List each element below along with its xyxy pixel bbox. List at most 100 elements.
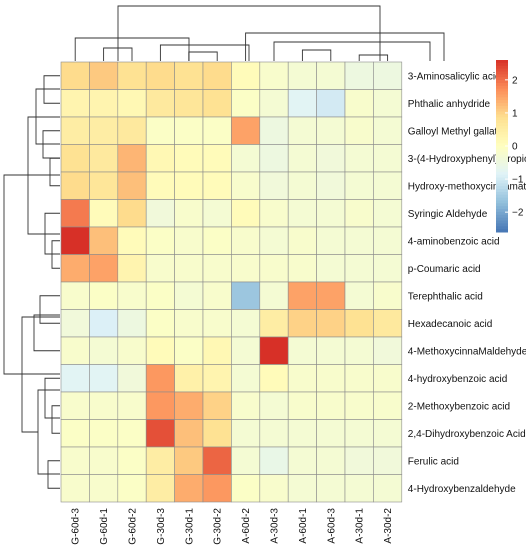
heatmap-cell	[60, 419, 90, 448]
heatmap-cell	[259, 171, 289, 200]
row-dendrogram-branch	[3, 174, 60, 375]
heatmap-cell	[373, 116, 403, 145]
heatmap-cell	[231, 309, 261, 338]
heatmap-cell	[174, 419, 204, 448]
color-legend-band	[496, 60, 508, 64]
color-legend-band	[496, 186, 508, 190]
heatmap-cell	[202, 474, 232, 503]
color-legend-band	[496, 214, 508, 219]
column-dendrogram-branch	[159, 44, 250, 61]
heatmap-cell	[145, 116, 175, 145]
row-labels: 3-Aminosalicylic acid Phthalic anhydride G…	[408, 71, 526, 495]
row-label: Galloyl Methyl gallate	[408, 126, 503, 137]
heatmap-cell	[287, 226, 317, 255]
color-legend-band	[496, 117, 508, 121]
heatmap-cell	[60, 254, 90, 283]
heatmap-cell	[344, 309, 374, 338]
heatmap-cell	[316, 226, 346, 255]
color-legend-band	[496, 100, 508, 104]
heatmap-cell	[174, 171, 204, 200]
heatmap-cell	[202, 309, 232, 338]
heatmap-cell	[259, 199, 289, 228]
heatmap-cell	[202, 254, 232, 283]
heatmap-cell	[259, 336, 289, 365]
color-legend-band	[496, 131, 508, 136]
heatmap-cell	[373, 446, 403, 475]
heatmap-cell	[117, 474, 147, 503]
column-label: A-30d-1	[355, 508, 366, 544]
heatmap-cell	[174, 116, 204, 145]
heatmap-cell	[145, 446, 175, 475]
heatmap-cell	[145, 364, 175, 393]
row-label: 2-Methoxybenzoic acid	[408, 401, 510, 412]
heatmap-cell	[145, 89, 175, 118]
color-legend-band	[496, 220, 508, 224]
heatmap-cell	[145, 281, 175, 310]
heatmap-cell	[60, 89, 90, 118]
row-dendrogram-branch	[21, 316, 60, 433]
heatmap-cell	[202, 61, 232, 90]
color-legend-band	[496, 183, 508, 187]
row-dendrogram-branch	[33, 314, 60, 352]
heatmap-cell	[316, 89, 346, 118]
heatmap-cell	[117, 419, 147, 448]
row-dendrogram	[3, 75, 60, 489]
heatmap-cell	[174, 226, 204, 255]
heatmap-cell	[174, 144, 204, 173]
color-legend-band	[496, 65, 508, 70]
heatmap-cell	[174, 391, 204, 420]
heatmap-cell	[287, 89, 317, 118]
color-legend-tick-label: 1	[512, 108, 518, 119]
heatmap-cell	[316, 281, 346, 310]
heatmap-cell	[202, 419, 232, 448]
color-legend-band	[496, 94, 508, 98]
color-legend-tick-label: 2	[512, 75, 518, 86]
heatmap-cell	[89, 171, 119, 200]
heatmap-cell	[117, 226, 147, 255]
heatmap-cell	[316, 336, 346, 365]
color-legend-band	[496, 62, 508, 67]
color-legend-band	[496, 171, 508, 176]
heatmap-cell	[231, 446, 261, 475]
heatmap-cell	[117, 391, 147, 420]
column-dendrogram-branch	[245, 32, 445, 61]
heatmap-cell	[316, 446, 346, 475]
heatmap-cell	[259, 254, 289, 283]
heatmap-cell	[202, 364, 232, 393]
row-label: 3-Aminosalicylic acid	[408, 71, 501, 82]
heatmap-cell	[231, 474, 261, 503]
heatmap-cell	[202, 199, 232, 228]
color-legend-band	[496, 209, 508, 213]
color-legend-band	[496, 125, 508, 130]
heatmap-cell	[117, 336, 147, 365]
heatmap-cell	[89, 446, 119, 475]
color-legend: 2 1 0 −1 −2	[496, 60, 524, 233]
column-dendrogram-branch	[188, 51, 218, 61]
heatmap-cell	[231, 391, 261, 420]
heatmap-cell	[145, 171, 175, 200]
heatmap-cell	[202, 89, 232, 118]
heatmap-cell	[373, 309, 403, 338]
heatmap-cell	[231, 116, 261, 145]
heatmap-cell	[259, 116, 289, 145]
heatmap-cell	[145, 474, 175, 503]
color-legend-band	[496, 148, 508, 153]
heatmap-cell	[145, 419, 175, 448]
heatmap-cell	[316, 254, 346, 283]
heatmap-cell	[60, 171, 90, 200]
heatmap-cell	[117, 89, 147, 118]
column-label: A-30d-3	[270, 508, 281, 544]
heatmap-cell	[259, 281, 289, 310]
heatmap-cell	[231, 364, 261, 393]
heatmap-cell	[287, 309, 317, 338]
color-legend-band	[496, 229, 508, 233]
heatmap-cell	[344, 474, 374, 503]
color-legend-tick-label: 0	[512, 142, 518, 153]
color-legend-band	[496, 223, 508, 227]
heatmap-cell	[89, 391, 119, 420]
heatmap-cell	[287, 364, 317, 393]
column-label: G-60d-1	[99, 508, 110, 545]
heatmap-cell	[344, 89, 374, 118]
color-legend-band	[496, 191, 508, 196]
